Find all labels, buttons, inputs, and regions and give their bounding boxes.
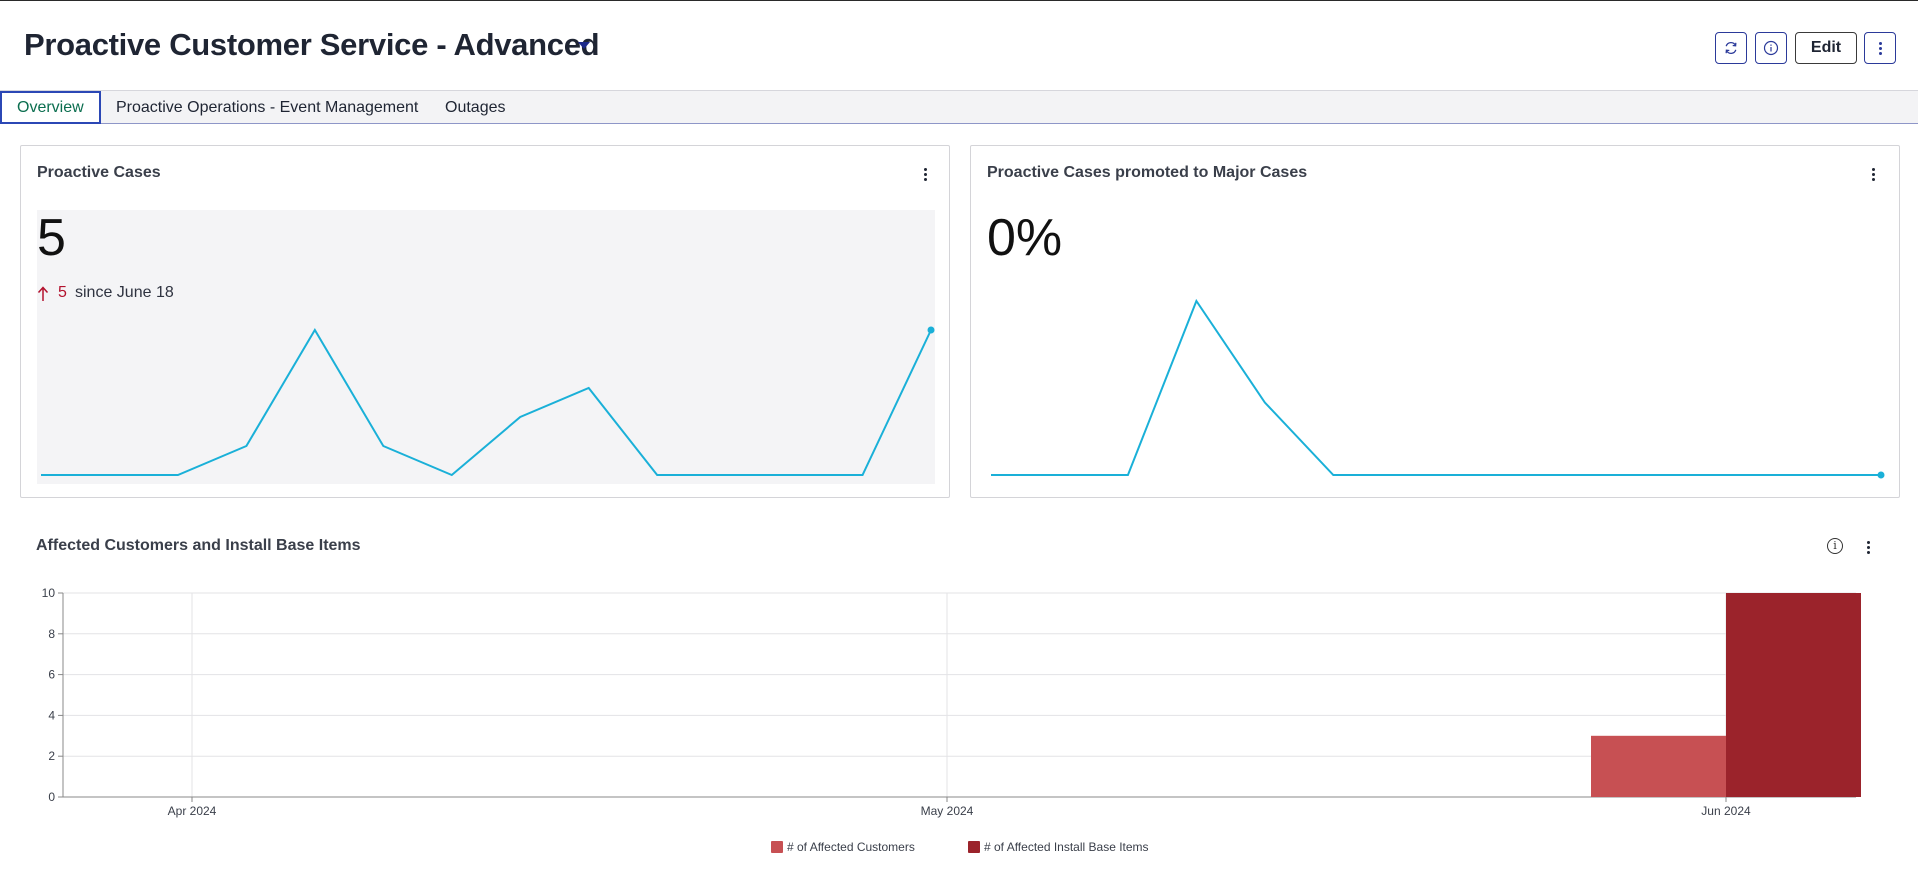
y-tick-label: 0 [48,790,55,804]
x-tick-label: Jun 2024 [1701,804,1751,818]
card-title: Proactive Cases [37,164,161,181]
sparkline-chart [991,298,1885,479]
trend-endpoint [1877,471,1885,479]
metric-value: 5 [37,209,66,267]
x-tick-label: Apr 2024 [168,804,217,818]
bar-chart: 0 2 4 6 8 10 Apr 2024 May 2024 Jun 2024 [42,586,1861,818]
delta-text: since June 18 [75,284,174,301]
tab-overview[interactable]: Overview [0,91,101,124]
info-icon [1763,40,1779,56]
y-tick-label: 8 [48,627,55,641]
tab-bar: Overview Proactive Operations - Event Ma… [0,90,1918,124]
y-tick-label: 4 [48,708,55,722]
arrow-up-icon [37,286,49,301]
proactive-cases-card: Proactive Cases 5 5 since June 18 [20,145,950,498]
delta-value: 5 [58,284,67,301]
legend-item[interactable]: # of Affected Install Base Items [968,840,1149,854]
page-header: Proactive Customer Service - Advanced Ed… [0,1,1918,90]
refresh-button[interactable] [1715,32,1747,64]
info-button[interactable] [1755,32,1787,64]
trend-endpoint [927,326,935,334]
bar-chart-title: Affected Customers and Install Base Item… [36,537,361,554]
more-options-button[interactable] [1864,32,1896,64]
kebab-icon[interactable] [1860,536,1876,558]
y-tick-label: 6 [48,668,55,682]
legend-swatch [771,841,783,853]
kebab-icon [1872,37,1888,59]
sparkline-chart [37,210,935,484]
bar [1726,593,1861,797]
chevron-down-icon[interactable] [578,42,590,49]
tab-outages[interactable]: Outages [445,98,506,116]
promoted-cases-card: Proactive Cases promoted to Major Cases … [970,145,1900,498]
trend-line [991,298,1881,476]
kebab-icon[interactable] [917,163,933,185]
trend-line [41,328,932,477]
kebab-icon[interactable] [1865,163,1881,185]
bar [1591,735,1726,797]
y-tick-label: 2 [48,749,55,763]
legend-label: # of Affected Install Base Items [984,840,1149,854]
page-title: Proactive Customer Service - Advanced [24,27,600,62]
card-title: Proactive Cases promoted to Major Cases [987,164,1308,181]
edit-button[interactable]: Edit [1795,32,1857,64]
sparkline-background [37,210,935,484]
metric-value: 0% [987,209,1063,267]
y-tick-label: 10 [42,586,56,600]
x-tick-label: May 2024 [921,804,974,818]
tab-proactive-operations[interactable]: Proactive Operations - Event Management [116,98,419,116]
legend-swatch [968,841,980,853]
refresh-icon [1725,42,1737,54]
legend-item[interactable]: # of Affected Customers [771,840,915,854]
legend-label: # of Affected Customers [787,840,915,854]
info-icon[interactable]: i [1827,538,1843,554]
